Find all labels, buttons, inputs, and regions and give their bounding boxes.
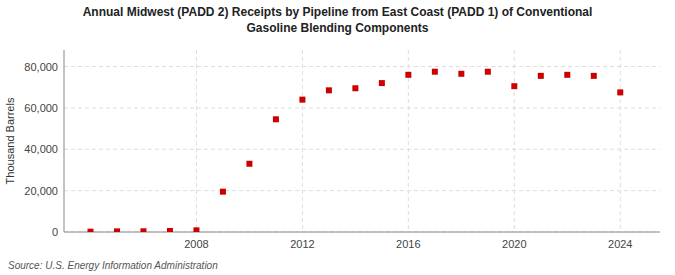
x-tick-label: 2024 xyxy=(608,238,632,250)
grid-line xyxy=(64,190,660,191)
x-tick-label: 2008 xyxy=(184,238,208,250)
y-tick-label: 40,000 xyxy=(24,143,58,155)
grid-line xyxy=(196,50,197,232)
point xyxy=(511,83,517,89)
y-tick-label: 20,000 xyxy=(24,185,58,197)
y-tick-label: 0 xyxy=(52,226,58,238)
grid-line xyxy=(514,50,515,232)
point xyxy=(87,229,93,232)
point xyxy=(326,87,332,93)
point xyxy=(246,161,252,167)
x-tick-label: 2012 xyxy=(290,238,314,250)
point xyxy=(591,73,597,79)
point xyxy=(379,80,385,86)
point xyxy=(193,227,199,232)
x-tick-label: 2020 xyxy=(502,238,526,250)
y-axis-label: Thousand Barrels xyxy=(4,97,16,184)
point xyxy=(273,116,279,122)
x-axis-line xyxy=(64,232,660,233)
y-tick-label: 80,000 xyxy=(24,61,58,73)
y-axis-line xyxy=(64,50,65,232)
point xyxy=(140,228,146,232)
grid-line xyxy=(302,50,303,232)
point xyxy=(167,228,173,232)
point xyxy=(352,85,358,91)
point xyxy=(538,73,544,79)
grid-line xyxy=(64,107,660,108)
grid-line xyxy=(64,66,660,67)
point xyxy=(458,71,464,77)
point xyxy=(405,72,411,78)
grid-line xyxy=(64,149,660,150)
point xyxy=(432,69,438,75)
chart: Annual Midwest (PADD 2) Receipts by Pipe… xyxy=(0,0,675,275)
grid-line xyxy=(620,50,621,232)
point xyxy=(114,228,120,232)
point xyxy=(564,72,570,78)
points xyxy=(87,69,623,232)
y-tick-label: 60,000 xyxy=(24,102,58,114)
title: Annual Midwest (PADD 2) Receipts by Pipe… xyxy=(83,5,593,19)
point xyxy=(220,189,226,195)
point xyxy=(485,69,491,75)
title: Gasoline Blending Components xyxy=(246,21,428,35)
grid xyxy=(64,50,660,232)
point xyxy=(299,97,305,103)
x-tick-label: 2016 xyxy=(396,238,420,250)
point xyxy=(617,89,623,95)
grid-line xyxy=(64,232,660,233)
annotation: Source: U.S. Energy Information Administ… xyxy=(8,260,218,271)
